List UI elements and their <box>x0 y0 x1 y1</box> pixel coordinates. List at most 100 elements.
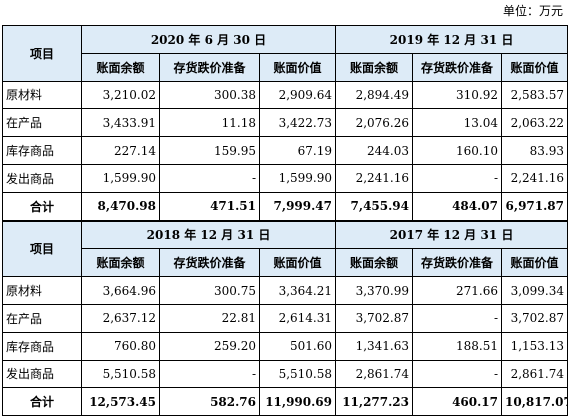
table-cell: 3,433.91 <box>81 108 160 138</box>
table-cell: 3,664.96 <box>81 276 160 305</box>
table-cell: - <box>412 303 502 333</box>
period-header: 2018 年 12 月 31 日 <box>81 219 336 250</box>
period-header: 2017 年 12 月 31 日 <box>335 219 568 250</box>
total-cell: 10,817.07 <box>501 387 568 416</box>
total-cell: 471.51 <box>159 191 260 222</box>
table-row: 库存商品 760.80 259.20 501.60 1,341.63 188.51 1,15… <box>2 331 568 361</box>
total-cell: 582.76 <box>159 387 260 416</box>
table-cell: 1,341.63 <box>335 331 413 361</box>
table-cell: 2,861.74 <box>335 359 413 389</box>
table-cell: 227.14 <box>81 136 160 165</box>
table-cell: 83.93 <box>501 136 568 165</box>
table-cell: 1,153.13 <box>501 331 568 361</box>
column-header: 账面价值 <box>259 52 336 82</box>
table-cell: 310.92 <box>412 80 502 110</box>
table-cell: 188.51 <box>412 331 502 361</box>
item-header: 项目 <box>2 219 82 278</box>
table-cell: 3,702.87 <box>335 303 413 333</box>
inventory-table: 项目 2020 年 6 月 30 日 2019 年 12 月 31 日账面余额 存货跌… <box>2 25 568 416</box>
total-cell: 460.17 <box>412 387 502 416</box>
table-row: 发出商品 1,599.90-1,599.90 2,241.16-2,241.16 <box>2 163 568 193</box>
table-row: 发出商品 5,510.58-5,510.58 2,861.74-2,861.74 <box>2 359 568 389</box>
table-cell: 1,599.90 <box>259 163 336 193</box>
total-cell: 11,277.23 <box>335 387 413 416</box>
total-cell: 7,999.47 <box>259 191 336 222</box>
column-header-row: 账面余额 存货跌价准备 账面价值 账面余额 存货跌价准备 账面价值 <box>3 52 568 82</box>
table-cell: 2,076.26 <box>335 108 413 138</box>
table-row: 库存商品 227.14 159.95 67.19 244.03 160.10 83.93 <box>2 136 568 165</box>
column-header: 账面余额 <box>81 248 160 278</box>
table-cell: 2,614.31 <box>259 303 336 333</box>
row-label: 库存商品 <box>2 136 82 165</box>
table-cell: 2,063.22 <box>501 108 568 138</box>
table-cell: 2,637.12 <box>81 303 160 333</box>
period-header-row: 项目 2020 年 6 月 30 日 2019 年 12 月 31 日 <box>2 25 568 82</box>
total-cell: 6,971.87 <box>501 191 568 222</box>
total-cell: 12,573.45 <box>81 387 160 416</box>
table-row: 在产品 3,433.91 11.18 3,422.73 2,076.26 13.04 2,0… <box>2 108 568 138</box>
total-cell: 484.07 <box>412 191 502 222</box>
table-cell: 300.38 <box>159 80 260 110</box>
table-cell: 159.95 <box>159 136 260 165</box>
table-cell: 259.20 <box>159 331 260 361</box>
table-cell: 3,210.02 <box>81 80 160 110</box>
table-cell: 3,099.34 <box>501 276 568 305</box>
table-cell: 22.81 <box>159 303 260 333</box>
total-cell: 7,455.94 <box>335 191 413 222</box>
table-cell: 2,861.74 <box>501 359 568 389</box>
column-header: 存货跌价准备 <box>412 52 502 82</box>
table-cell: 160.10 <box>412 136 502 165</box>
column-header-row: 账面余额 存货跌价准备 账面价值 账面余额 存货跌价准备 账面价值 <box>3 248 568 278</box>
table-cell: 2,894.49 <box>335 80 413 110</box>
table-cell: 3,422.73 <box>259 108 336 138</box>
column-header: 账面余额 <box>335 52 413 82</box>
table-cell: 1,599.90 <box>81 163 160 193</box>
total-label: 合计 <box>2 191 82 222</box>
table-cell: 2,909.64 <box>259 80 336 110</box>
column-header: 存货跌价准备 <box>159 248 260 278</box>
table-cell: 2,241.16 <box>501 163 568 193</box>
row-label: 发出商品 <box>2 359 82 389</box>
row-label: 原材料 <box>2 80 82 110</box>
total-cell: 11,990.69 <box>259 387 336 416</box>
column-header: 账面余额 <box>81 52 160 82</box>
table-cell: 5,510.58 <box>259 359 336 389</box>
row-label: 发出商品 <box>2 163 82 193</box>
column-header: 存货跌价准备 <box>159 52 260 82</box>
table-cell: 244.03 <box>335 136 413 165</box>
table-cell: 271.66 <box>412 276 502 305</box>
column-header: 账面价值 <box>259 248 336 278</box>
column-header: 账面价值 <box>501 248 568 278</box>
period-header: 2019 年 12 月 31 日 <box>335 25 568 54</box>
column-header: 存货跌价准备 <box>412 248 502 278</box>
table-cell: - <box>159 359 260 389</box>
total-label: 合计 <box>2 387 82 416</box>
table-cell: 760.80 <box>81 331 160 361</box>
row-label: 库存商品 <box>2 331 82 361</box>
period-header-row: 项目 2018 年 12 月 31 日 2017 年 12 月 31 日 <box>2 219 568 278</box>
table-cell: 13.04 <box>412 108 502 138</box>
table-cell: 300.75 <box>159 276 260 305</box>
table-cell: - <box>412 163 502 193</box>
table-row: 在产品 2,637.12 22.81 2,614.31 3,702.87-3,702.8… <box>2 303 568 333</box>
total-row: 合计 12,573.45 582.76 11,990.69 11,277.23 460.1… <box>2 387 568 416</box>
total-row: 合计 8,470.98 471.51 7,999.47 7,455.94 484.07 6,… <box>2 191 568 222</box>
table-cell: 11.18 <box>159 108 260 138</box>
table-cell: 2,241.16 <box>335 163 413 193</box>
period-header: 2020 年 6 月 30 日 <box>81 25 336 54</box>
table-cell: 501.60 <box>259 331 336 361</box>
table-cell: 2,583.57 <box>501 80 568 110</box>
table-cell: - <box>412 359 502 389</box>
table-row: 原材料 3,664.96 300.75 3,364.21 3,370.99 271.66 3… <box>2 276 568 305</box>
table-cell: 67.19 <box>259 136 336 165</box>
table-cell: 3,364.21 <box>259 276 336 305</box>
table-cell: - <box>159 163 260 193</box>
total-cell: 8,470.98 <box>81 191 160 222</box>
row-label: 原材料 <box>2 276 82 305</box>
row-label: 在产品 <box>2 303 82 333</box>
column-header: 账面余额 <box>335 248 413 278</box>
table-row: 原材料 3,210.02 300.38 2,909.64 2,894.49 310.92 2… <box>2 80 568 110</box>
unit-label: 单位：万元 <box>502 4 563 18</box>
item-header: 项目 <box>2 25 82 82</box>
column-header: 账面价值 <box>501 52 568 82</box>
